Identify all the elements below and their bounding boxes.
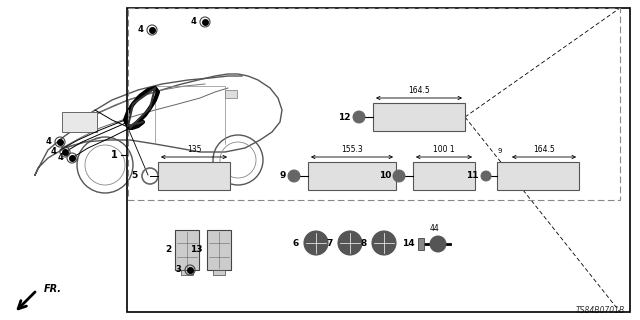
Text: 7: 7 xyxy=(326,238,333,247)
Circle shape xyxy=(430,236,446,252)
Text: 4: 4 xyxy=(190,18,196,27)
Bar xyxy=(181,270,193,275)
Text: 3: 3 xyxy=(175,266,181,275)
Text: 4: 4 xyxy=(57,154,63,163)
Bar xyxy=(418,238,424,250)
Text: 4: 4 xyxy=(45,138,51,147)
Bar xyxy=(308,162,396,190)
Text: 8: 8 xyxy=(361,238,367,247)
Bar xyxy=(497,162,579,190)
Text: 9: 9 xyxy=(497,148,502,154)
Circle shape xyxy=(372,231,396,255)
Text: TS84B0701B: TS84B0701B xyxy=(576,306,625,315)
Text: 10: 10 xyxy=(379,172,391,180)
Circle shape xyxy=(338,231,362,255)
Bar xyxy=(373,103,465,131)
Circle shape xyxy=(304,231,328,255)
Text: 164.5: 164.5 xyxy=(408,86,430,95)
Text: 164.5: 164.5 xyxy=(533,145,555,154)
Bar xyxy=(127,8,630,312)
Circle shape xyxy=(310,237,322,249)
Bar xyxy=(225,90,237,98)
Text: 2: 2 xyxy=(164,245,171,254)
Text: 14: 14 xyxy=(403,239,415,249)
Circle shape xyxy=(344,237,356,249)
Bar xyxy=(62,112,97,132)
Text: 6: 6 xyxy=(292,238,299,247)
Bar xyxy=(213,270,225,275)
Bar xyxy=(128,8,620,200)
Text: 4: 4 xyxy=(137,26,143,35)
Text: 4: 4 xyxy=(50,148,56,156)
Text: 100 1: 100 1 xyxy=(433,145,455,154)
Circle shape xyxy=(393,170,405,182)
Text: 11: 11 xyxy=(467,172,479,180)
Bar xyxy=(413,162,475,190)
Text: 44: 44 xyxy=(430,224,440,233)
Text: 135: 135 xyxy=(187,145,201,154)
Bar xyxy=(207,230,231,270)
Bar xyxy=(158,162,230,190)
Circle shape xyxy=(288,170,300,182)
Text: FR.: FR. xyxy=(44,284,62,294)
Circle shape xyxy=(378,237,390,249)
Text: 155.3: 155.3 xyxy=(341,145,363,154)
Circle shape xyxy=(353,111,365,123)
Text: 9: 9 xyxy=(280,172,286,180)
Text: 12: 12 xyxy=(339,113,351,122)
Circle shape xyxy=(481,171,491,181)
Text: 13: 13 xyxy=(191,245,203,254)
Bar xyxy=(175,230,199,270)
Text: 1: 1 xyxy=(111,150,118,160)
Text: 5: 5 xyxy=(132,172,138,180)
